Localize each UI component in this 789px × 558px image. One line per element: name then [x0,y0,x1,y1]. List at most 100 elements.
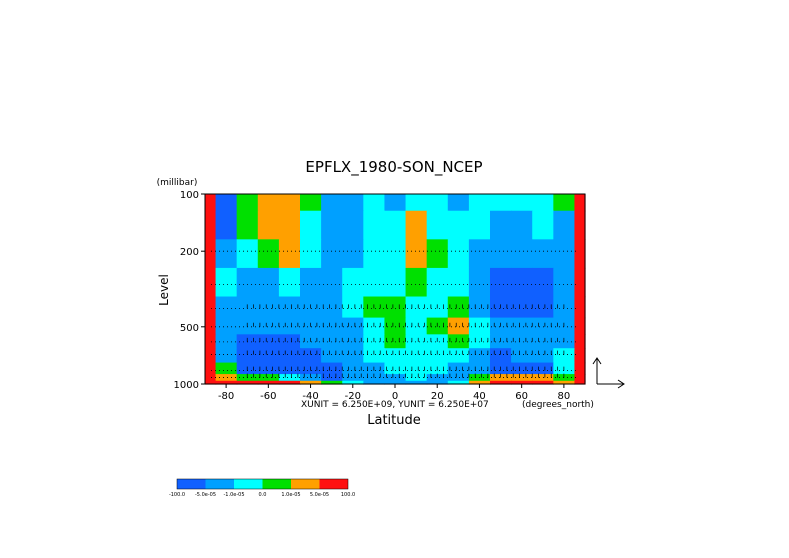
field-cell [532,210,554,240]
field-cell [426,374,449,382]
field-cell [205,317,217,335]
field-cell [342,348,364,364]
field-cell [363,267,386,298]
field-cell [278,362,301,375]
field-cell [574,194,586,212]
field-cell [215,362,238,375]
x-tick-label: -60 [260,391,276,402]
field-cell [215,380,238,385]
field-cell [511,239,533,269]
legend-label: 0.0 [259,492,267,498]
field-cell [511,267,533,298]
field-cell [405,374,428,382]
field-cell [511,374,533,382]
field-cell [384,348,407,364]
field-cell [257,362,280,375]
field-cell [205,194,217,212]
field-cell [405,334,428,349]
field-cell [342,210,364,240]
field-cell [236,210,259,240]
x-axis-label: Latitude [367,413,421,428]
field-cell [490,380,512,385]
field-cell [553,348,576,364]
field-cell [384,239,407,269]
field-cell [532,296,554,319]
field-cell [363,348,386,364]
field-cell [342,374,364,382]
field-cell [532,380,554,385]
field-cell [468,296,491,319]
field-cell [447,348,470,364]
field-cell [405,210,428,240]
field-cell [236,239,259,269]
field-cell [257,317,280,335]
scale-note: XUNIT = 6.250E+09, YUNIT = 6.250E+07 [301,400,489,410]
contour-field [205,194,586,385]
field-cell [426,210,449,240]
field-cell [384,210,407,240]
field-cell [532,362,554,375]
field-cell [342,239,364,269]
field-cell [205,296,217,319]
field-cell [574,267,586,298]
field-cell [426,348,449,364]
field-cell [405,362,428,375]
field-cell [574,348,586,364]
field-cell [447,362,470,375]
field-cell [342,317,364,335]
field-cell [205,239,217,269]
y-tick-label: 100 [180,190,199,201]
field-cell [300,267,322,298]
x-tick-label: -20 [345,391,361,402]
field-cell [215,194,238,212]
y-axis-label: Level [157,274,171,306]
field-cell [490,374,512,382]
field-cell [321,296,343,319]
field-cell [205,380,217,385]
field-cell [447,374,470,382]
field-cell [447,210,470,240]
field-cell [511,380,533,385]
field-cell [468,317,491,335]
field-cell [553,380,576,385]
x-ticks: -80 -60 -40 -20 0 20 40 60 80 [218,384,570,402]
field-cell [205,267,217,298]
field-cell [511,194,533,212]
field-cell [574,210,586,240]
legend-swatch [177,479,206,489]
field-cell [278,194,301,212]
field-cell [490,194,512,212]
field-cell [574,239,586,269]
field-cell [257,374,280,382]
field-cell [215,296,238,319]
field-cell [468,194,491,212]
field-cell [278,380,301,385]
field-cell [215,317,238,335]
field-cell [511,334,533,349]
x-tick-label: 0 [392,391,398,402]
field-cell [321,210,343,240]
field-cell [426,239,449,269]
field-cell [511,317,533,335]
field-cell [321,194,343,212]
x-tick-label: -80 [218,391,234,402]
reference-vector [592,357,625,389]
field-cell [447,334,470,349]
field-cell [384,362,407,375]
field-cell [321,362,343,375]
field-cell [447,194,470,212]
field-cell [384,267,407,298]
field-cell [342,296,364,319]
field-cell [257,334,280,349]
x-tick-label: 60 [515,391,528,402]
field-cell [511,210,533,240]
field-cell [278,239,301,269]
field-cell [278,267,301,298]
legend-swatch [234,479,263,489]
ref-arrowhead-up [592,357,602,365]
legend-swatch [291,479,320,489]
field-cell [405,317,428,335]
field-cell [426,194,449,212]
field-cell [278,348,301,364]
field-cell [236,267,259,298]
